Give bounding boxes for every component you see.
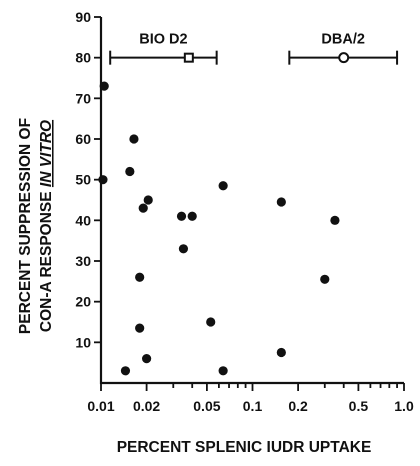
data-point (178, 244, 189, 254)
x-tick-label: 0.01 (87, 398, 114, 414)
range-label: BIO D2 (139, 32, 187, 48)
range-bars: BIO D2 DBA/2 (109, 32, 399, 65)
data-point (143, 195, 153, 205)
data-point (218, 366, 228, 376)
data-point (176, 211, 187, 221)
x-axis-ticks: 0.01 0.02 0.05 0.1 0.2 0.5 1.0 (87, 383, 414, 414)
y-tick-label: 50 (75, 172, 91, 188)
data-point (120, 366, 131, 376)
data-points (98, 81, 340, 376)
y-tick-label: 30 (75, 253, 91, 269)
x-tick-label: 0.2 (288, 398, 308, 414)
data-point (206, 317, 216, 327)
y-tick-label: 70 (75, 90, 91, 106)
data-point (98, 175, 108, 185)
y-axis-title-line2: CON-A RESPONSE IN VITRO (38, 120, 55, 332)
data-point (218, 181, 228, 191)
y-axis-title-prefix: CON-A RESPONSE (38, 187, 55, 332)
x-tick-label: 0.5 (349, 398, 369, 414)
y-axis-title-emphasis: IN VITRO (38, 120, 55, 187)
data-point (330, 215, 340, 225)
data-point (276, 197, 286, 207)
y-tick-label: 20 (75, 294, 91, 310)
data-point (142, 354, 152, 364)
y-axis-ticks: 10 20 30 40 50 60 70 80 90 (75, 9, 101, 350)
y-tick-label: 40 (75, 212, 91, 228)
data-point (320, 274, 330, 284)
y-axis-title-line1: PERCENT SUPPRESSION OF (17, 118, 34, 334)
x-tick-label: 1.0 (394, 398, 414, 414)
data-point (138, 203, 148, 213)
range-label: DBA/2 (321, 32, 365, 48)
data-point (129, 134, 139, 144)
range-mean-marker (338, 52, 350, 64)
y-tick-label: 10 (75, 334, 91, 350)
data-point (276, 347, 286, 358)
data-point (135, 272, 145, 282)
range-mean-marker (183, 52, 194, 63)
data-point (135, 323, 145, 333)
y-tick-label: 90 (75, 9, 91, 25)
data-point (99, 81, 109, 91)
data-point (125, 166, 135, 177)
x-tick-label: 0.1 (243, 398, 263, 414)
x-axis-title: PERCENT SPLENIC IUDR UPTAKE (117, 439, 372, 456)
y-tick-label: 60 (75, 131, 91, 147)
y-tick-label: 80 (75, 50, 91, 66)
x-tick-label: 0.02 (133, 398, 160, 414)
x-tick-label: 0.05 (193, 398, 220, 414)
data-point (187, 211, 197, 221)
